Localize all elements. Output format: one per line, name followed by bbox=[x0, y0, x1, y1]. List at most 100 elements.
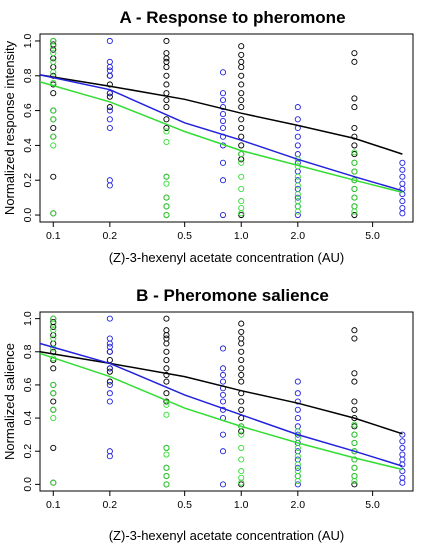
data-point-green bbox=[294, 203, 301, 210]
data-point-blue bbox=[219, 481, 227, 488]
data-point-blue bbox=[219, 448, 227, 455]
data-point-blue bbox=[399, 205, 406, 212]
y-tick-label: 0.2 bbox=[22, 444, 34, 459]
data-point-blue bbox=[106, 348, 113, 355]
data-point-blue bbox=[219, 371, 227, 379]
data-point-black bbox=[106, 81, 113, 88]
data-point-blue bbox=[106, 116, 113, 123]
data-point-blue bbox=[106, 340, 113, 347]
data-point-green bbox=[163, 194, 170, 201]
data-point-black bbox=[351, 95, 358, 102]
data-point-blue bbox=[106, 177, 113, 184]
data-point-blue bbox=[399, 456, 406, 463]
data-point-blue bbox=[399, 438, 406, 445]
data-point-blue bbox=[294, 423, 301, 430]
data-point-green bbox=[50, 43, 57, 50]
data-point-black bbox=[351, 104, 358, 111]
data-point-blue bbox=[106, 64, 113, 71]
data-point-black bbox=[50, 323, 57, 330]
data-point-green bbox=[50, 107, 57, 114]
data-point-green bbox=[294, 473, 301, 480]
data-point-black bbox=[163, 371, 170, 379]
data-point-blue bbox=[294, 168, 301, 175]
data-point-green bbox=[50, 381, 57, 388]
data-point-black bbox=[50, 173, 57, 180]
data-point-black bbox=[238, 90, 245, 97]
data-point-black bbox=[163, 97, 170, 104]
data-point-blue bbox=[294, 194, 301, 201]
data-point-green bbox=[238, 423, 245, 430]
data-point-black bbox=[351, 398, 358, 405]
data-point-green bbox=[50, 58, 57, 65]
data-point-black bbox=[106, 357, 113, 364]
fit-line-blue bbox=[39, 74, 403, 192]
data-point-blue bbox=[106, 315, 113, 322]
data-point-blue bbox=[219, 345, 227, 352]
data-point-blue bbox=[399, 479, 406, 486]
y-tick-label: 0.6 bbox=[22, 103, 34, 118]
data-point-black bbox=[163, 335, 170, 342]
data-point-green bbox=[163, 464, 170, 471]
data-point-blue bbox=[219, 431, 227, 438]
data-point-green bbox=[238, 205, 245, 212]
data-point-green bbox=[294, 478, 301, 485]
data-point-green bbox=[351, 464, 358, 471]
data-point-black bbox=[238, 415, 245, 422]
data-point-black bbox=[351, 133, 358, 140]
data-point-green bbox=[238, 444, 245, 451]
data-point-green bbox=[163, 203, 170, 210]
data-point-green bbox=[50, 390, 57, 397]
data-point-green bbox=[163, 444, 170, 451]
fit-line-green bbox=[39, 352, 403, 471]
data-point-black bbox=[351, 481, 358, 488]
x-tick-label: 0.5 bbox=[177, 230, 192, 242]
x-axis-label: (Z)-3-hexenyl acetate concentration (AU) bbox=[109, 250, 345, 265]
x-tick-label: 1.0 bbox=[234, 499, 249, 511]
data-point-blue bbox=[219, 378, 227, 385]
data-point-blue bbox=[106, 398, 113, 405]
data-point-black bbox=[238, 348, 245, 355]
data-point-blue bbox=[399, 198, 406, 205]
data-point-black bbox=[163, 357, 170, 364]
data-point-blue bbox=[399, 474, 406, 481]
data-point-green bbox=[50, 142, 57, 149]
data-point-black bbox=[163, 365, 170, 372]
panel-b: B - Pheromone salience 0.1 0.2 0.5 1.0 2.0 5.0… bbox=[2, 286, 414, 543]
x-tick-label: 5.0 bbox=[365, 499, 380, 511]
data-point-blue bbox=[219, 69, 227, 76]
x-tick-label: 1.0 bbox=[234, 230, 249, 242]
data-point-blue bbox=[106, 67, 113, 74]
y-tick-label: 1.0 bbox=[22, 34, 34, 49]
plot-frame bbox=[39, 33, 414, 223]
panel-a: A - Response to pheromone 0.1 0.2 0.5 1.0 2.0… bbox=[2, 8, 414, 265]
data-point-black bbox=[238, 481, 245, 488]
data-point-green bbox=[238, 151, 245, 158]
data-point-blue bbox=[294, 378, 301, 385]
data-point-black bbox=[106, 93, 113, 100]
data-point-green bbox=[294, 191, 301, 198]
data-point-blue bbox=[106, 390, 113, 397]
y-tick-label: 0.6 bbox=[22, 377, 34, 392]
y-tick-label: 0.8 bbox=[22, 68, 34, 83]
data-point-black bbox=[351, 327, 358, 334]
fit-line-black bbox=[39, 74, 403, 155]
data-point-blue bbox=[219, 117, 227, 125]
data-point-blue bbox=[294, 211, 301, 219]
data-point-blue bbox=[399, 166, 406, 173]
data-point-green bbox=[351, 478, 358, 485]
data-point-blue bbox=[294, 116, 301, 123]
data-point-black bbox=[163, 90, 170, 97]
data-point-blue bbox=[399, 210, 406, 217]
data-point-green bbox=[50, 210, 57, 217]
data-point-blue bbox=[399, 173, 406, 180]
data-point-green bbox=[50, 315, 57, 322]
data-point-black bbox=[163, 64, 170, 71]
data-point-green bbox=[238, 474, 245, 481]
data-point-black bbox=[163, 72, 170, 79]
data-point-green bbox=[163, 211, 170, 219]
data-point-green bbox=[163, 481, 170, 488]
data-point-black bbox=[238, 340, 245, 347]
data-point-black bbox=[50, 64, 57, 71]
data-point-black bbox=[238, 133, 245, 140]
data-point-green bbox=[351, 439, 358, 446]
